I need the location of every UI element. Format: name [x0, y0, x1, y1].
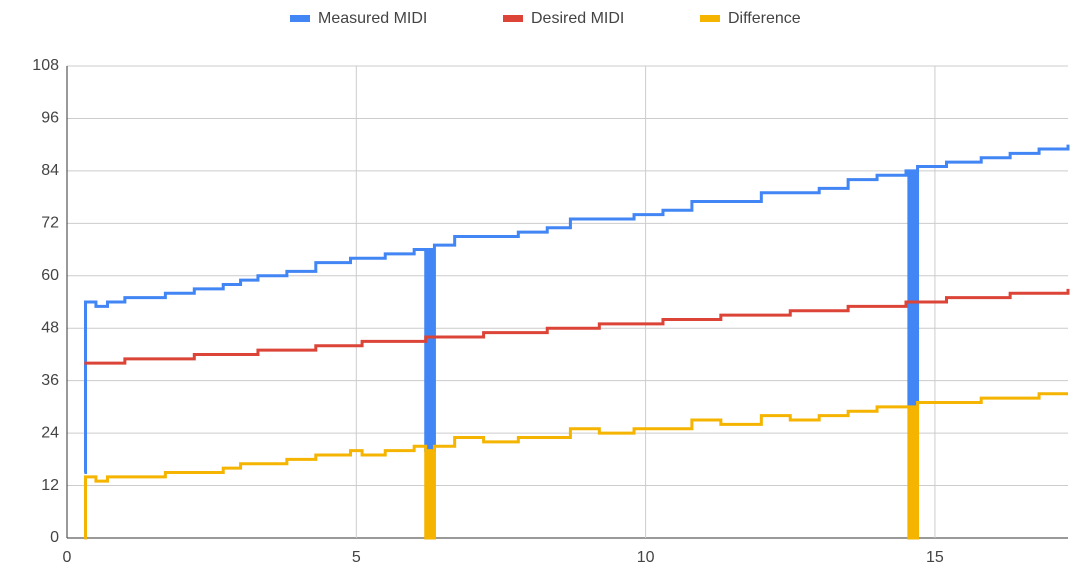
y-tick-label: 12 [41, 477, 59, 494]
legend-swatch [290, 15, 310, 22]
legend-label: Desired MIDI [531, 10, 624, 27]
y-tick-label: 36 [41, 372, 59, 389]
x-tick-label: 10 [637, 549, 655, 566]
x-tick-label: 15 [926, 549, 944, 566]
legend-swatch [503, 15, 523, 22]
y-tick-label: 72 [41, 215, 59, 232]
y-tick-label: 84 [41, 162, 59, 179]
legend-swatch [700, 15, 720, 22]
series-line [84, 392, 1068, 540]
y-tick-label: 0 [50, 529, 59, 546]
x-tick-label: 0 [63, 549, 72, 566]
x-tick-label: 5 [352, 549, 361, 566]
y-tick-label: 24 [41, 424, 59, 441]
legend-label: Measured MIDI [318, 10, 427, 27]
y-tick-label: 96 [41, 110, 59, 127]
series-line [84, 144, 1070, 474]
legend-label: Difference [728, 10, 801, 27]
y-tick-label: 60 [41, 267, 59, 284]
series-line [84, 288, 1070, 365]
y-tick-label: 108 [32, 57, 59, 74]
y-tick-label: 48 [41, 319, 59, 336]
